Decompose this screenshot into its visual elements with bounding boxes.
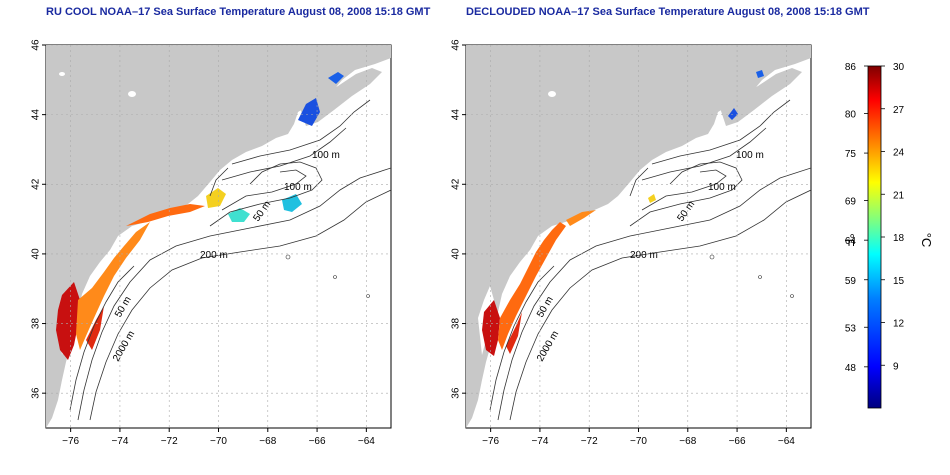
right-gridlines (466, 45, 811, 428)
left-sst-gulf-maine (298, 98, 320, 126)
x-tick-label: −76 (62, 436, 79, 447)
colorbar: 30 27 24 21 18 15 12 9 86 80 75 69 64 59 53 48 °F °C (842, 62, 934, 409)
y-tick-label: 44 (31, 109, 42, 121)
y-tick-label: 46 (451, 39, 462, 51)
fahrenheit-tick-label: 64 (845, 236, 857, 247)
y-tick-label: 40 (451, 248, 462, 260)
left-nova-scotia (300, 68, 382, 126)
right-sst-gulf-maine (728, 108, 738, 120)
left-gridlines (46, 45, 391, 428)
x-tick-label: −68 (679, 436, 696, 447)
left-panel-title: RU COOL NOAA–17 Sea Surface Temperature … (46, 6, 431, 18)
celsius-tick-label: 24 (893, 148, 905, 159)
left-land (46, 45, 391, 428)
y-tick-label: 42 (451, 178, 462, 190)
celsius-tick-label: 18 (893, 233, 905, 244)
left-sst-longisland (126, 204, 205, 226)
colorbar-celsius-label: °C (919, 233, 934, 248)
fahrenheit-tick-label: 75 (845, 149, 857, 160)
x-tick-label: −70 (210, 436, 227, 447)
y-tick-label: 36 (451, 387, 462, 399)
fahrenheit-tick-label: 80 (845, 110, 857, 121)
celsius-tick-label: 30 (893, 62, 905, 73)
x-tick-label: −72 (581, 436, 598, 447)
colorbar-ticks: 30 27 24 21 18 15 12 9 86 80 75 69 64 59 53 48 (845, 62, 905, 374)
left-sst-chesapeake (56, 282, 80, 360)
y-tick-label: 46 (31, 39, 42, 51)
fahrenheit-tick-label: 53 (845, 323, 857, 334)
y-tick-label: 38 (451, 318, 462, 330)
y-tick-label: 44 (451, 109, 462, 121)
left-axes: −76 −74 −72 −70 −68 −66 −64 36 38 40 42 44 46 (31, 39, 376, 447)
y-tick-label: 38 (31, 318, 42, 330)
right-land (466, 45, 811, 428)
right-contour-label: 100 m (736, 150, 764, 161)
celsius-tick-label: 9 (893, 361, 899, 372)
left-contour-label: 200 m (200, 250, 228, 261)
celsius-tick-label: 21 (893, 190, 905, 201)
x-tick-label: −74 (111, 436, 128, 447)
y-tick-label: 40 (31, 248, 42, 260)
left-map: 100 m 100 m 50 m 200 m 50 m 2000 m −76 −7… (31, 39, 392, 447)
x-tick-label: −66 (309, 436, 326, 447)
colorbar-gradient (867, 65, 882, 409)
right-axes: −76 −74 −72 −70 −68 −66 −64 36 38 40 42 44 46 (451, 39, 796, 447)
right-sst-coastal (498, 222, 566, 350)
y-tick-label: 36 (31, 387, 42, 399)
left-sst-georges-bank (228, 208, 250, 222)
left-contour-label: 100 m (284, 182, 312, 193)
x-tick-label: −70 (630, 436, 647, 447)
right-map: 100 m 100 m 50 m 200 m 50 m 2000 m −76 −7… (451, 39, 812, 447)
x-tick-label: −72 (161, 436, 178, 447)
x-tick-label: −68 (259, 436, 276, 447)
right-sst-longisland (566, 210, 596, 226)
celsius-tick-label: 27 (893, 105, 905, 116)
left-sst-coastal (76, 222, 150, 350)
celsius-tick-label: 15 (893, 276, 905, 287)
x-tick-label: −76 (482, 436, 499, 447)
fahrenheit-tick-label: 69 (845, 197, 857, 208)
right-bathymetry (489, 99, 811, 421)
x-tick-label: −64 (778, 436, 795, 447)
celsius-tick-label: 12 (893, 319, 905, 330)
right-sst-chesapeake (482, 300, 500, 356)
fahrenheit-tick-label: 59 (845, 276, 857, 287)
right-panel-title: DECLOUDED NOAA–17 Sea Surface Temperatur… (466, 6, 870, 18)
x-tick-label: −66 (729, 436, 746, 447)
left-contour-label: 100 m (312, 150, 340, 161)
fahrenheit-tick-label: 48 (845, 363, 857, 374)
right-contour-label: 200 m (630, 250, 658, 261)
y-tick-label: 42 (31, 178, 42, 190)
right-contour-label: 100 m (708, 182, 736, 193)
fahrenheit-tick-label: 86 (845, 62, 857, 73)
right-nova-scotia (720, 68, 802, 126)
colorbar-fahrenheit-label: °F (842, 233, 857, 246)
x-tick-label: −64 (358, 436, 375, 447)
x-tick-label: −74 (531, 436, 548, 447)
